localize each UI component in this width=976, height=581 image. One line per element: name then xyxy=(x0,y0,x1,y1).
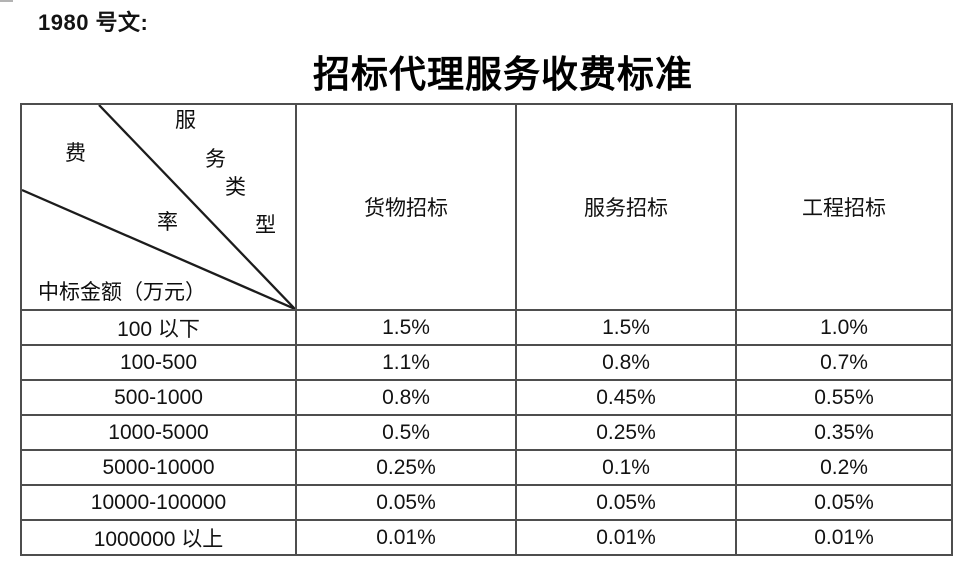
table-row: 10000-100000 0.05% 0.05% 0.05% xyxy=(20,484,953,521)
row-label-cell: 500-1000 xyxy=(20,379,297,416)
corner-label-fee-rate-char: 费 xyxy=(65,141,86,165)
rate-value-cell: 0.01% xyxy=(515,519,737,556)
table-row: 500-1000 0.8% 0.45% 0.55% xyxy=(20,379,953,416)
corner-label-bid-amount: 中标金额（万元） xyxy=(38,280,206,304)
corner-label-service-type-char: 型 xyxy=(255,213,276,237)
rate-value-cell: 0.7% xyxy=(735,344,953,381)
rate-value-cell: 1.0% xyxy=(735,309,953,346)
corner-label-service-type-char: 服 xyxy=(175,108,196,132)
page-title: 招标代理服务收费标准 xyxy=(313,55,693,96)
row-label-cell: 100 以下 xyxy=(20,309,297,346)
rate-value-cell: 0.45% xyxy=(515,379,737,416)
rate-value-cell: 0.01% xyxy=(735,519,953,556)
rate-value-cell: 0.1% xyxy=(515,449,737,486)
corner-label-service-type-char: 类 xyxy=(225,175,246,199)
rate-value-cell: 0.8% xyxy=(515,344,737,381)
fee-standard-table: 服 务 类 型 费 率 中标金额（万元） 货物招标 服务招标 工程招标 100 … xyxy=(20,103,953,556)
rate-value-cell: 0.05% xyxy=(515,484,737,521)
corner-label-fee-rate-char: 率 xyxy=(157,210,178,234)
diagonal-divider-lines xyxy=(23,106,294,308)
rate-value-cell: 1.5% xyxy=(295,309,517,346)
rate-value-cell: 0.55% xyxy=(735,379,953,416)
table-corner-header: 服 务 类 型 费 率 中标金额（万元） xyxy=(20,103,297,311)
rate-value-cell: 0.8% xyxy=(295,379,517,416)
rate-value-cell: 0.35% xyxy=(735,414,953,451)
column-header-goods: 货物招标 xyxy=(295,103,517,311)
rate-value-cell: 0.01% xyxy=(295,519,517,556)
doc-number-label: 1980 号文: xyxy=(38,10,149,35)
rate-value-cell: 0.05% xyxy=(735,484,953,521)
rate-value-cell: 0.05% xyxy=(295,484,517,521)
row-label-cell: 10000-100000 xyxy=(20,484,297,521)
table-row: 1000000 以上 0.01% 0.01% 0.01% xyxy=(20,519,953,556)
table-row: 1000-5000 0.5% 0.25% 0.35% xyxy=(20,414,953,451)
corner-label-service-type-char: 务 xyxy=(205,147,226,171)
rate-value-cell: 0.25% xyxy=(295,449,517,486)
row-label-cell: 1000000 以上 xyxy=(20,519,297,556)
table-row: 5000-10000 0.25% 0.1% 0.2% xyxy=(20,449,953,486)
table-row: 100 以下 1.5% 1.5% 1.0% xyxy=(20,309,953,346)
rate-value-cell: 0.2% xyxy=(735,449,953,486)
header-row: 服 务 类 型 费 率 中标金额（万元） 货物招标 服务招标 工程招标 xyxy=(20,103,953,311)
scan-artifact xyxy=(0,0,13,2)
rate-value-cell: 1.1% xyxy=(295,344,517,381)
column-header-service: 服务招标 xyxy=(515,103,737,311)
row-label-cell: 5000-10000 xyxy=(20,449,297,486)
rate-value-cell: 0.25% xyxy=(515,414,737,451)
column-header-engineering: 工程招标 xyxy=(735,103,953,311)
row-label-cell: 100-500 xyxy=(20,344,297,381)
row-label-cell: 1000-5000 xyxy=(20,414,297,451)
rate-value-cell: 1.5% xyxy=(515,309,737,346)
table-row: 100-500 1.1% 0.8% 0.7% xyxy=(20,344,953,381)
rate-value-cell: 0.5% xyxy=(295,414,517,451)
corner-wrap: 服 务 类 型 费 率 中标金额（万元） xyxy=(23,106,294,308)
